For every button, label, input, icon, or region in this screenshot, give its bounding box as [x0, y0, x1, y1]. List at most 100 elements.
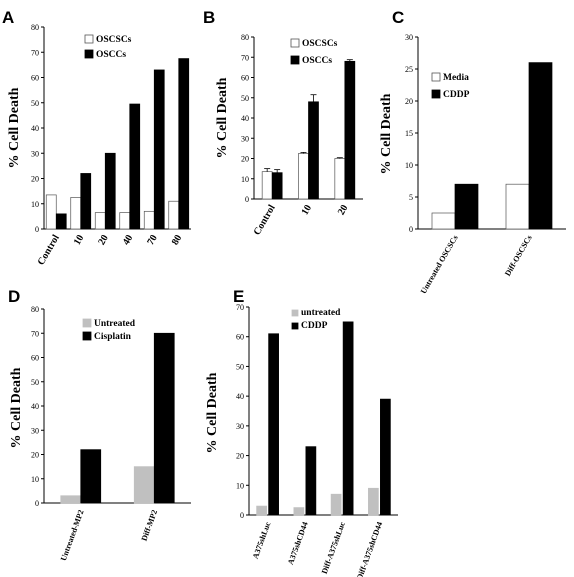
bar-osccs-0 [271, 172, 283, 200]
y-tick-label: 20 [241, 155, 249, 164]
y-tick-label: 30 [31, 426, 39, 435]
legend-swatch [290, 38, 300, 48]
panel-letter: B [203, 8, 215, 27]
bar-cddp-1 [528, 62, 553, 230]
y-tick-label: 30 [241, 134, 249, 143]
y-tick-label: 10 [241, 175, 249, 184]
y-tick-label: 30 [236, 422, 244, 431]
y-tick-label: 10 [31, 475, 39, 484]
x-tick-label: Diff-A375shLuc [320, 520, 347, 575]
bar-oscscs-1 [298, 153, 309, 200]
y-tick-label: 0 [245, 195, 249, 204]
y-tick-label: 30 [405, 33, 413, 42]
x-tick-label: Control [36, 233, 62, 267]
panel-letter: D [8, 287, 20, 306]
panel-letter: C [392, 8, 404, 27]
legend: untreated CDDP [291, 308, 341, 331]
x-tick-label: Diff-OSCSCs [503, 234, 534, 278]
legend-swatch [82, 331, 92, 341]
panel-letter: A [2, 8, 14, 27]
y-tick-label: 10 [31, 200, 39, 209]
x-tick-label: 10 [72, 233, 87, 247]
y-tick-label: 0 [35, 499, 39, 508]
x-tick-label: Diff-MP2 [140, 509, 160, 543]
x-tick-label: 80 [170, 233, 185, 247]
x-tick-label: 70 [145, 233, 160, 247]
y-tick-label: 60 [241, 74, 249, 83]
y-tick-label: 20 [31, 451, 39, 460]
legend-swatch [431, 89, 441, 99]
bar-oscscs-2 [94, 212, 106, 230]
panel-d: D % Cell Death 0 10 20 30 40 50 60 70 80 Untreated-… [8, 287, 191, 562]
legend-label: Cisplatin [94, 332, 132, 342]
bar-osccs-1 [80, 173, 92, 230]
y-tick-label: 40 [236, 392, 244, 401]
legend-label: OSCSCs [302, 39, 338, 49]
x-tick-label: 10 [300, 203, 315, 217]
x-tick-label: A375shCD44 [286, 521, 310, 566]
bar-cddp-0 [454, 183, 479, 230]
legend: Media CDDP [431, 72, 470, 100]
legend-label: Untreated [94, 319, 136, 329]
legend-swatch [84, 34, 94, 44]
y-tick-label: 80 [31, 305, 39, 314]
legend-label: OSCCs [302, 56, 332, 66]
bar-osccs-4 [153, 69, 165, 230]
y-tick-label: 20 [405, 97, 413, 106]
x-tick-label: Untreated-MP2 [59, 509, 86, 562]
y-tick-label: 40 [31, 402, 39, 411]
y-axis-label: % Cell Death [9, 367, 24, 448]
bar-oscscs-2 [334, 158, 346, 200]
bar-osccs-2 [344, 60, 356, 200]
y-tick-label: 60 [236, 333, 244, 342]
bar-osccs-5 [178, 58, 190, 230]
bar-cddp-3 [380, 398, 391, 516]
y-tick-label: 20 [236, 452, 244, 461]
y-tick-label: 70 [31, 48, 39, 57]
y-axis-label: % Cell Death [7, 87, 22, 168]
legend-label: OSCSCs [96, 35, 132, 45]
x-tick-label: 20 [96, 233, 111, 247]
legend-label: OSCCs [96, 50, 126, 60]
y-axis-label: % Cell Death [379, 93, 394, 174]
bar-untreated-3 [368, 487, 379, 516]
y-tick-label: 70 [241, 53, 249, 62]
bar-cddp-1 [305, 446, 317, 516]
y-tick-label: 30 [31, 149, 39, 158]
x-tick-label: A375shLuc [251, 520, 273, 560]
bar-cisplatin-1 [153, 332, 175, 504]
bar-oscscs-5 [168, 200, 180, 230]
y-tick-label: 40 [241, 114, 249, 123]
y-tick-label: 50 [236, 362, 244, 371]
y-tick-label: 10 [236, 481, 244, 490]
y-tick-label: 80 [241, 33, 249, 42]
legend-swatch [290, 55, 300, 65]
legend: Untreated Cisplatin [82, 318, 136, 342]
y-tick-label: 50 [241, 94, 249, 103]
legend-swatch [291, 322, 299, 330]
bar-oscscs-4 [143, 210, 155, 230]
y-tick-label: 70 [236, 303, 244, 312]
panel-letter: E [233, 287, 244, 306]
bar-cddp-2 [342, 321, 354, 516]
y-tick-label: 0 [240, 511, 244, 520]
bar-untreated-1 [133, 466, 155, 504]
panel-c: C % Cell Death 0 5 10 15 20 25 30 Untreated OSCSC… [379, 8, 566, 295]
y-tick-label: 50 [31, 378, 39, 387]
x-tick-label: Diff-A375shCD44 [355, 521, 384, 577]
y-tick-label: 5 [409, 193, 413, 202]
x-tick-label: 40 [121, 233, 136, 247]
legend-label: CDDP [443, 90, 470, 100]
bar-untreated-0 [256, 505, 267, 516]
y-tick-label: 10 [405, 161, 413, 170]
legend-label: CDDP [301, 321, 328, 331]
bar-oscscs-0 [45, 194, 57, 230]
panel-a: A % Cell Death 0 10 20 30 40 50 60 70 80 Control 10 2… [2, 8, 191, 267]
bar-osccs-2 [104, 152, 116, 230]
legend-label: Media [443, 73, 469, 83]
y-tick-label: 60 [31, 74, 39, 83]
y-tick-label: 50 [31, 99, 39, 108]
y-tick-label: 40 [31, 124, 39, 133]
panel-b: B % Cell Death 0 10 20 30 40 50 60 70 80 Control 10 2… [203, 8, 363, 237]
y-tick-label: 0 [35, 225, 39, 234]
